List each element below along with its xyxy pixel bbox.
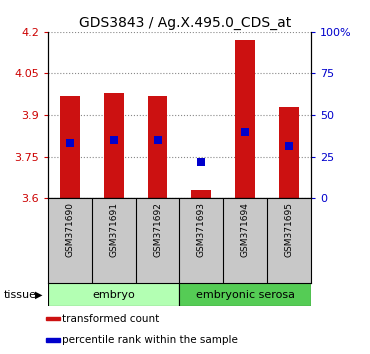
- Point: [111, 137, 117, 143]
- Text: GDS3843 / Ag.X.495.0_CDS_at: GDS3843 / Ag.X.495.0_CDS_at: [79, 16, 291, 30]
- Text: transformed count: transformed count: [62, 314, 159, 324]
- Point: [198, 159, 204, 165]
- Point: [67, 140, 73, 145]
- Bar: [46, 317, 60, 320]
- Bar: [148, 96, 167, 198]
- Text: GSM371694: GSM371694: [240, 202, 250, 257]
- Text: GSM371690: GSM371690: [65, 202, 74, 257]
- Text: GSM371692: GSM371692: [153, 202, 162, 257]
- Text: percentile rank within the sample: percentile rank within the sample: [62, 335, 238, 345]
- Text: tissue: tissue: [4, 290, 37, 300]
- Bar: [279, 107, 299, 198]
- Text: GSM371695: GSM371695: [285, 202, 293, 257]
- Bar: [179, 283, 311, 306]
- Point: [155, 137, 161, 143]
- Bar: [104, 93, 124, 198]
- Bar: [192, 190, 211, 198]
- Bar: [60, 96, 80, 198]
- Text: GSM371691: GSM371691: [109, 202, 118, 257]
- Point: [286, 143, 292, 148]
- Text: embryo: embryo: [92, 290, 135, 300]
- Bar: [235, 40, 255, 198]
- Text: GSM371693: GSM371693: [197, 202, 206, 257]
- Text: ▶: ▶: [35, 290, 43, 300]
- Text: embryonic serosa: embryonic serosa: [196, 290, 295, 300]
- Bar: [46, 338, 60, 342]
- Point: [242, 129, 248, 135]
- Bar: [48, 283, 179, 306]
